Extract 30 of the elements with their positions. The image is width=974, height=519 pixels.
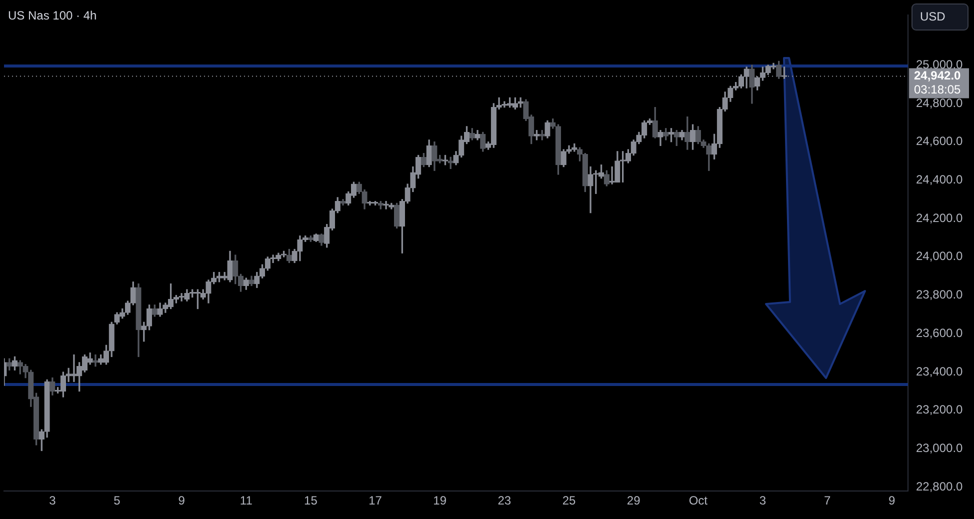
chart-title: US Nas 100 · 4h [8, 8, 97, 22]
x-tick-label: 9 [178, 494, 186, 508]
y-tick-label: 24,600.0 [916, 134, 964, 148]
x-tick-label: 23 [498, 494, 512, 508]
y-tick-label: 24,800.0 [916, 96, 964, 110]
y-tick-label: 24,000.0 [916, 249, 964, 264]
y-tick-label: 23,600.0 [916, 326, 964, 340]
y-tick-label: 23,200.0 [916, 402, 964, 417]
x-tick-label: 11 [240, 494, 253, 508]
x-tick-label: 3 [49, 494, 56, 508]
y-tick-label: 22,800.0 [916, 479, 964, 494]
x-tick-label: 15 [304, 494, 318, 508]
x-tick-label: 5 [114, 494, 121, 508]
x-tick-label: Oct [688, 494, 708, 508]
x-tick-label: 9 [888, 494, 896, 508]
x-tick-label: 7 [824, 494, 831, 508]
y-tick-label: 24,400.0 [916, 172, 964, 187]
y-tick-label: 24,200.0 [916, 210, 964, 225]
ref-line-label: 24,942.0 [914, 68, 962, 83]
x-tick-label: 3 [759, 494, 766, 508]
x-tick-label: 19 [433, 494, 447, 508]
y-tick-label: 23,000.0 [916, 441, 964, 456]
y-tick-label: 23,800.0 [916, 288, 964, 302]
y-tick-label: 23,400.0 [916, 364, 964, 378]
text: 03:18:05 [914, 82, 962, 97]
y-tick-label: 25,000.0 [916, 57, 964, 72]
x-tick-label: 17 [368, 494, 382, 508]
text: USD [920, 9, 946, 24]
x-tick-label: 25 [562, 494, 576, 508]
x-tick-label: 29 [626, 494, 641, 508]
